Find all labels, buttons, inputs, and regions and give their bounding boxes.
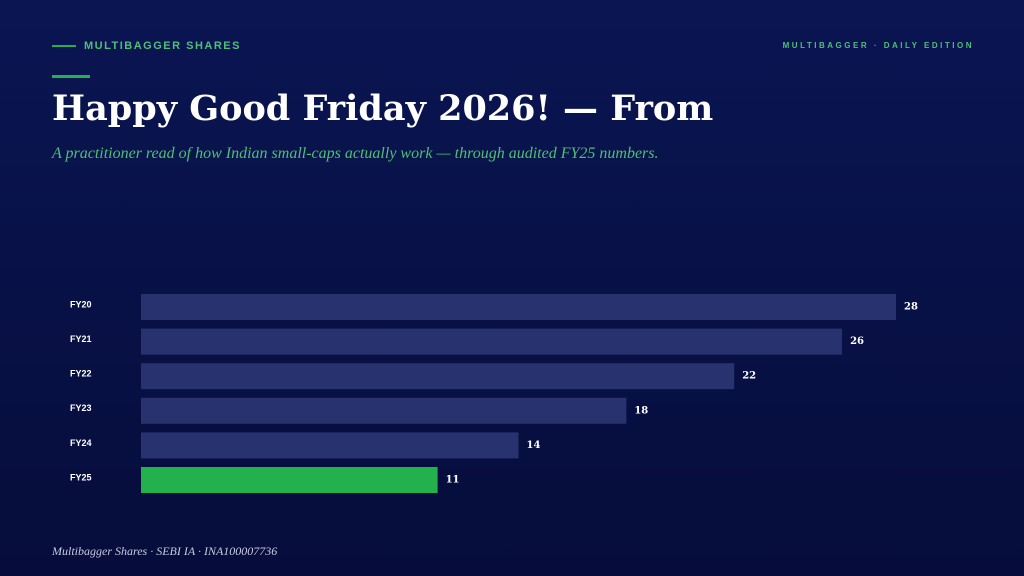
value-label: 18 — [634, 405, 648, 416]
value-label: 14 — [527, 440, 541, 451]
category-label: FY20 — [70, 299, 92, 309]
category-label: FY25 — [70, 472, 92, 482]
category-label: FY21 — [70, 334, 92, 344]
footer: Multibagger Shares · SEBI IA · INA100007… — [52, 544, 278, 558]
value-label: 26 — [850, 336, 864, 347]
edition: MULTIBAGGER · DAILY EDITION — [782, 41, 974, 50]
bar — [141, 328, 843, 355]
bar — [141, 397, 627, 424]
bar — [141, 467, 438, 493]
bar — [141, 432, 519, 459]
value-label: 28 — [904, 302, 918, 313]
bar — [141, 294, 896, 320]
category-label: FY23 — [70, 403, 92, 413]
category-label: FY22 — [70, 369, 92, 379]
bar — [141, 363, 735, 390]
rule — [52, 75, 90, 78]
kicker: MULTIBAGGER SHARES — [52, 40, 241, 52]
title: Happy Good Friday 2026! — From — [52, 88, 714, 129]
subtitle: A practitioner read of how Indian small-… — [52, 145, 659, 162]
category-label: FY24 — [70, 438, 92, 448]
value-label: 11 — [446, 475, 460, 486]
value-label: 22 — [742, 371, 756, 382]
